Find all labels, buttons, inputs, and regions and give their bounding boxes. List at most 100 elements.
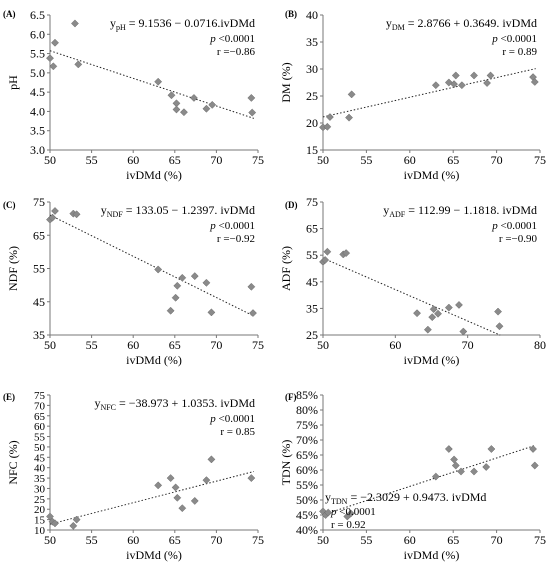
data-point [530,461,539,470]
x-axis-title: ivDMd (%) [404,548,460,562]
data-point [173,281,182,290]
data-point [450,455,459,464]
x-tick-label: 65 [447,533,459,547]
panel-label: (F) [285,392,297,402]
x-tick-label: 70 [210,338,222,352]
y-tick-label: 4.5 [30,85,45,99]
regression-equation: ypH = 9.1536 − 0.0716.ivDMd [110,16,255,32]
data-point [413,309,421,318]
data-point [495,322,504,331]
y-axis-title: NFC (%) [6,440,20,484]
y-tick-label: 80% [296,403,318,417]
data-point [470,71,478,80]
y-tick-label: 70 [34,400,46,412]
x-axis-title: ivDMd (%) [126,353,182,367]
x-axis-title: ivDMd (%) [126,168,182,182]
y-tick-label: 45 [33,295,45,309]
y-tick-label: 35 [34,473,46,485]
data-point [530,78,539,86]
x-axis-title: ivDMd (%) [404,353,460,367]
data-point [71,19,79,28]
r-value: r = 0.92 [331,519,366,531]
data-point [459,327,468,336]
data-point [486,71,495,80]
data-point [494,307,503,316]
panel-label: (E) [3,392,15,402]
chart-panel-c: (C) 50 55 60 65 70 75 35 45 55 65 75 ivDMd (%) NDF (%… [3,195,264,367]
y-tick-label: 40 [306,8,318,22]
y-tick-label: 6.5 [30,8,45,22]
x-tick-label: 75 [534,533,546,547]
x-tick-label: 75 [252,338,264,352]
x-tick-label: 65 [169,153,181,167]
data-point [171,293,180,302]
y-tick-label: 10 [34,525,46,537]
chart-panel-a: (A) 50 55 60 65 70 75 3.0 3.5 4.0 4.5 5.0 5.5 6.0 6.5 i… [3,8,264,182]
data-point [347,90,356,99]
panel-label: (C) [3,200,16,210]
panel-label: (A) [3,9,16,19]
p-value: p <0.0001 [330,506,376,518]
x-tick-label: 65 [169,533,181,547]
x-tick-label: 70 [491,153,503,167]
trend-line [49,214,255,317]
regression-equation: yNFC = −38.973 + 1.0353. ivDMd [94,396,255,412]
data-point [247,474,256,483]
regression-equation: yADF = 112.99 − 1.1818. ivDMd [383,203,537,219]
y-tick-label: 40 [34,463,46,475]
y-tick-label: 15 [306,143,318,157]
data-point [434,309,442,318]
data-point [172,105,181,114]
y-tick-label: 5.5 [30,47,45,61]
data-point [167,91,176,100]
regression-equation: yTDN = −2.3029 + 0.9473. ivDMd [325,490,486,506]
y-tick-label: 35 [306,35,318,49]
data-point [202,278,211,287]
x-tick-label: 60 [404,533,416,547]
data-point [529,445,538,453]
y-tick-label: 15 [34,515,46,527]
y-tick-label: 45 [34,452,46,464]
y-tick-label: 35 [33,328,45,342]
x-tick-label: 75 [252,533,264,547]
panel-label: (D) [285,200,298,210]
y-tick-label: 5.0 [30,66,45,80]
x-tick-label: 70 [491,533,503,547]
x-tick-label: 70 [462,338,474,352]
chart-panel-b: (B) 50 55 60 65 70 75 15 20 25 30 35 40 ivDMd (%) DM (… [279,8,546,182]
p-value: p <0.0001 [491,220,537,232]
data-point [429,305,438,314]
y-tick-label: 60 [34,421,46,433]
y-tick-label: 20 [34,504,46,516]
y-tick-label: 3.0 [30,143,45,157]
data-point [345,113,353,122]
y-tick-label: 6.0 [30,27,45,41]
y-tick-label: 25 [306,89,318,103]
x-tick-label: 50 [44,153,56,167]
chart-panel-d: (D) 50 60 70 80 25 35 45 55 65 75 ivDMd (%) ADF (%) y… [279,195,546,367]
x-tick-label: 55 [86,338,98,352]
x-tick-label: 60 [389,338,401,352]
y-tick-label: 55 [33,262,45,276]
y-tick-label: 85% [296,388,318,402]
data-point [179,108,188,117]
y-tick-label: 35 [306,301,318,315]
r-value: r = 0.85 [220,426,255,438]
data-point [207,455,216,464]
y-tick-label: 50 [34,442,46,454]
x-tick-label: 50 [317,153,329,167]
data-point [51,519,59,528]
data-point [46,512,54,521]
y-tick-label: 4.0 [30,104,45,118]
data-point [154,77,163,86]
y-tick-label: 65% [296,448,318,462]
data-point [249,309,257,318]
trend-line [322,68,536,118]
y-tick-label: 40% [296,523,318,537]
y-tick-label: 55% [296,478,318,492]
data-point [431,472,440,481]
data-point [470,467,478,476]
data-point [324,508,333,517]
x-tick-label: 70 [210,533,222,547]
data-point [208,100,217,109]
